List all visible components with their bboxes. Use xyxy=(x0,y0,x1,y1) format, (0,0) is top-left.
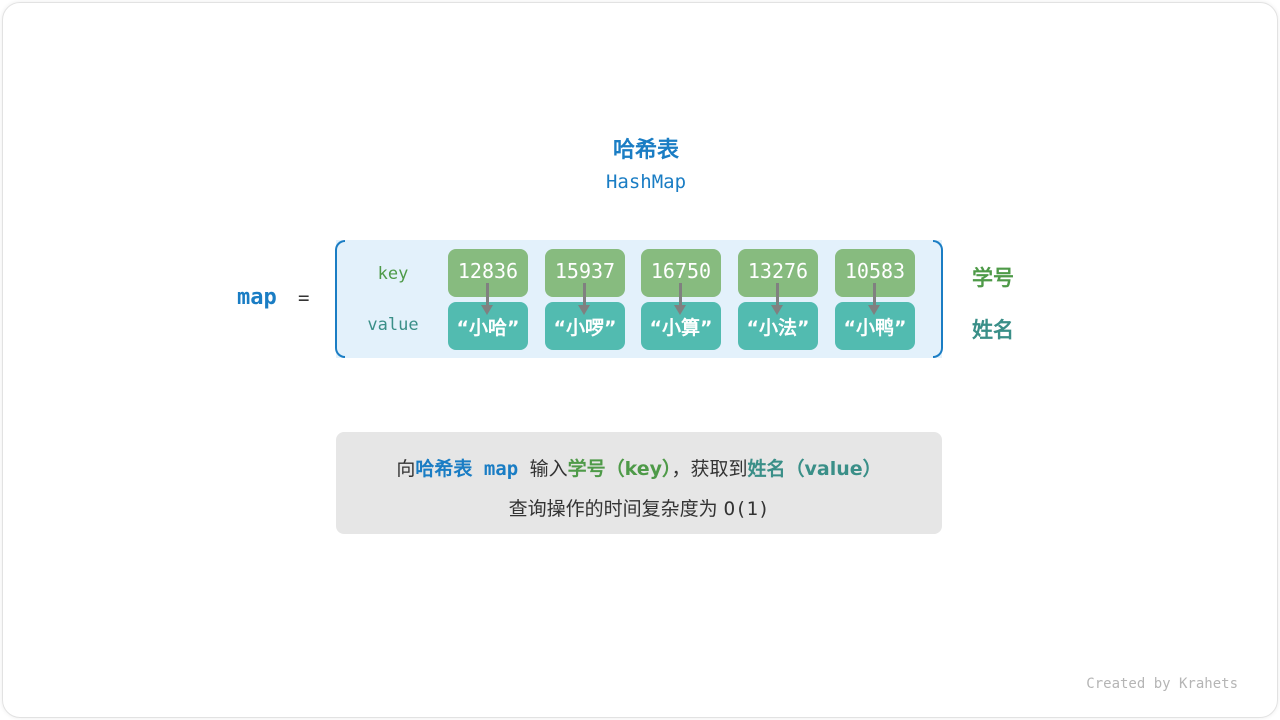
value-cell: “小啰” xyxy=(545,302,625,350)
note-value: 姓名（value） xyxy=(747,458,882,480)
key-cell: 12836 xyxy=(448,249,528,297)
credit-text: Created by Krahets xyxy=(1086,676,1238,692)
equals-sign: = xyxy=(298,287,310,309)
map-variable: map xyxy=(237,285,277,310)
note-hashmap: 哈希表 xyxy=(415,458,473,480)
value-side-label: 姓名 xyxy=(972,318,1014,342)
note-box xyxy=(336,432,942,534)
note-key: 学号（key） xyxy=(567,458,672,480)
note-text: 输入 xyxy=(529,458,568,480)
arrow-icon xyxy=(481,283,493,315)
key-row-label: key xyxy=(377,264,409,284)
right-bracket xyxy=(933,240,943,358)
note-text: 查询操作的时间复杂度为 xyxy=(508,498,724,520)
value-cell: “小鸭” xyxy=(835,302,915,350)
note-map: map xyxy=(472,458,530,480)
key-side-label: 学号 xyxy=(972,266,1014,290)
diagram-subtitle: HashMap xyxy=(605,171,687,193)
value-row-label: value xyxy=(367,315,419,335)
note-line-2: 查询操作的时间复杂度为 O(1) xyxy=(336,494,942,521)
note-text: ，获取到 xyxy=(671,458,748,480)
diagram-title: 哈希表 xyxy=(612,138,679,163)
note-line-1: 向哈希表 map 输入学号（key），获取到姓名（value） xyxy=(336,454,942,481)
arrow-icon xyxy=(674,283,686,315)
arrow-icon xyxy=(578,283,590,315)
arrow-icon xyxy=(868,283,880,315)
note-complexity: O(1) xyxy=(723,498,770,520)
note-text: 向 xyxy=(396,458,416,480)
arrow-icon xyxy=(771,283,783,315)
value-cell: “小算” xyxy=(641,302,721,350)
left-bracket xyxy=(335,240,345,358)
